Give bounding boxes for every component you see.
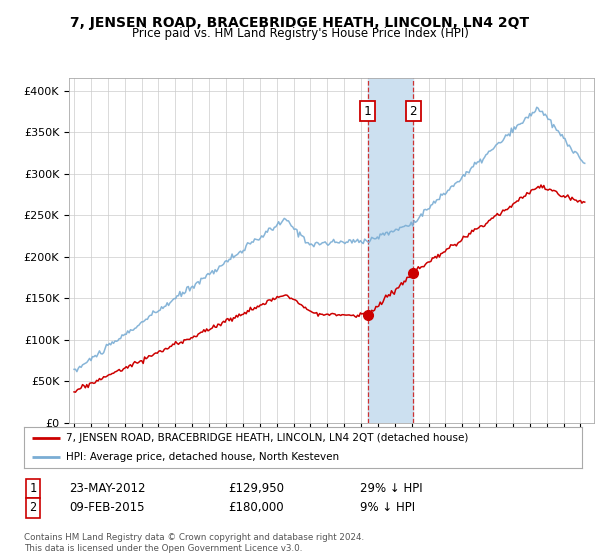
Text: HPI: Average price, detached house, North Kesteven: HPI: Average price, detached house, Nort… — [66, 452, 339, 461]
Text: £129,950: £129,950 — [228, 482, 284, 495]
Text: 2: 2 — [410, 105, 417, 118]
Text: Price paid vs. HM Land Registry's House Price Index (HPI): Price paid vs. HM Land Registry's House … — [131, 27, 469, 40]
Text: 29% ↓ HPI: 29% ↓ HPI — [360, 482, 422, 495]
Text: 1: 1 — [364, 105, 371, 118]
Text: 7, JENSEN ROAD, BRACEBRIDGE HEATH, LINCOLN, LN4 2QT (detached house): 7, JENSEN ROAD, BRACEBRIDGE HEATH, LINCO… — [66, 433, 468, 443]
Text: 23-MAY-2012: 23-MAY-2012 — [69, 482, 146, 495]
Text: 7, JENSEN ROAD, BRACEBRIDGE HEATH, LINCOLN, LN4 2QT: 7, JENSEN ROAD, BRACEBRIDGE HEATH, LINCO… — [70, 16, 530, 30]
Bar — [368, 78, 413, 423]
Text: 2: 2 — [29, 501, 37, 515]
Text: 1: 1 — [29, 482, 37, 495]
Text: 9% ↓ HPI: 9% ↓ HPI — [360, 501, 415, 515]
Text: Contains HM Land Registry data © Crown copyright and database right 2024.
This d: Contains HM Land Registry data © Crown c… — [24, 533, 364, 553]
Text: 09-FEB-2015: 09-FEB-2015 — [69, 501, 145, 515]
Text: £180,000: £180,000 — [228, 501, 284, 515]
